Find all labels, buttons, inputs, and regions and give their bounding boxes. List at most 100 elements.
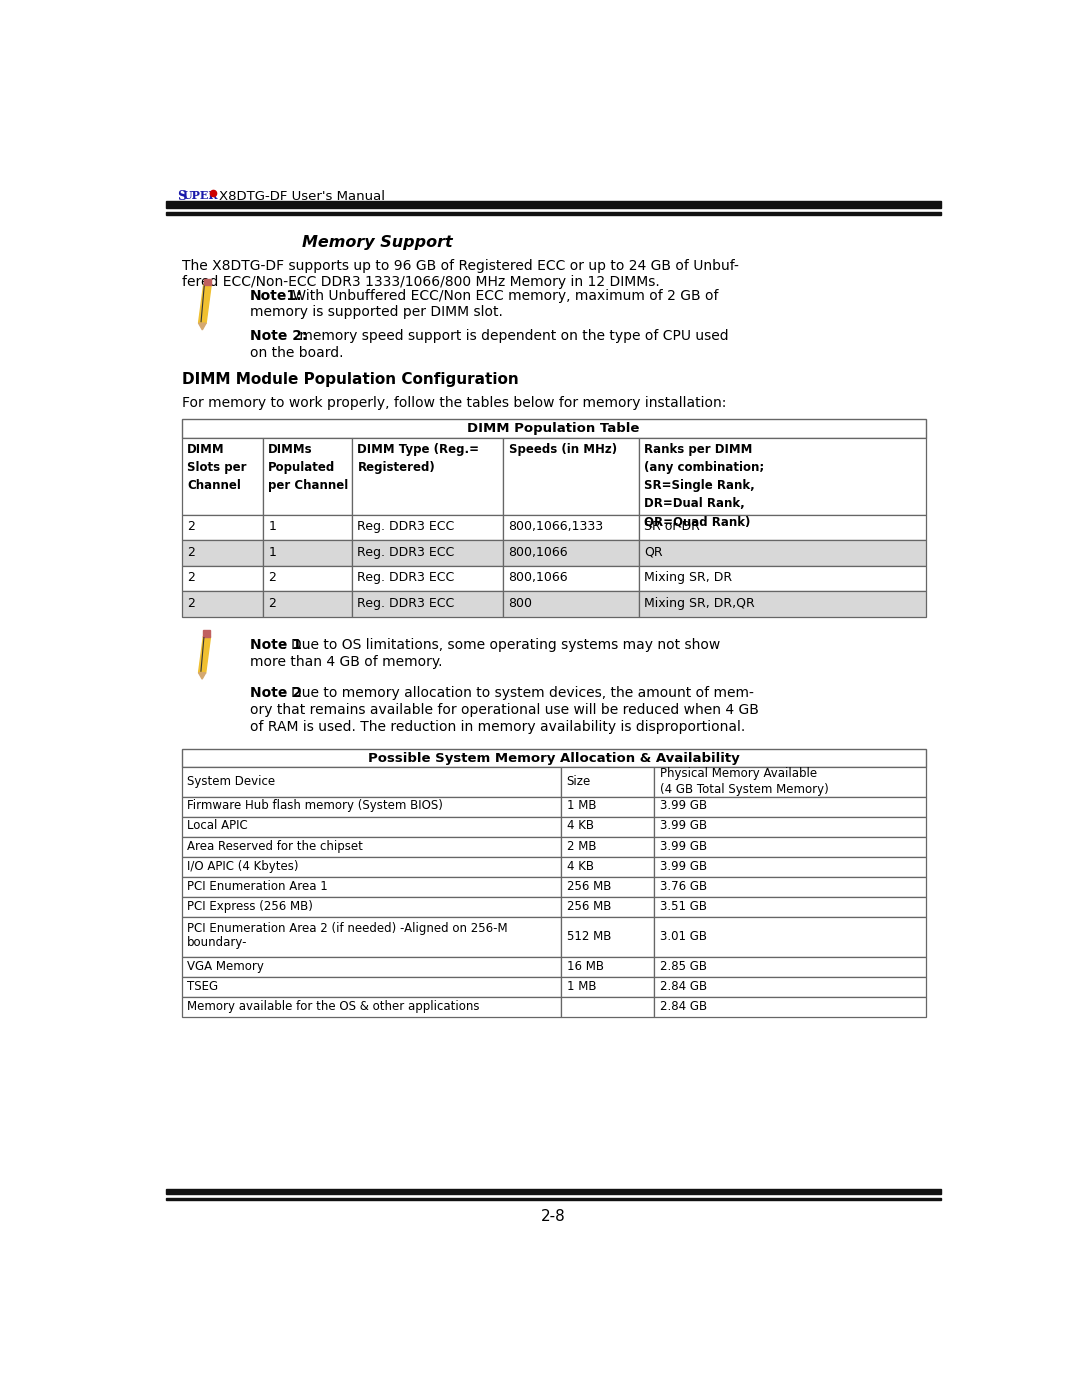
Text: 4 KB: 4 KB — [567, 859, 594, 873]
Text: 512 MB: 512 MB — [567, 929, 611, 943]
Bar — [352, 515, 503, 541]
Polygon shape — [199, 285, 211, 323]
Text: Reg. DDR3 ECC: Reg. DDR3 ECC — [357, 520, 455, 534]
Bar — [562, 916, 654, 957]
Text: boundary-: boundary- — [187, 936, 247, 949]
Text: 800: 800 — [509, 597, 532, 609]
Bar — [562, 767, 654, 796]
Bar — [562, 796, 654, 817]
Bar — [503, 437, 638, 515]
Text: 1 MB: 1 MB — [567, 799, 596, 813]
Text: System Device: System Device — [187, 775, 275, 788]
Text: memory speed support is dependent on the type of CPU used: memory speed support is dependent on the… — [295, 328, 728, 342]
Text: SR or DR: SR or DR — [644, 520, 700, 534]
Text: S: S — [177, 190, 187, 203]
Bar — [166, 201, 941, 208]
Text: memory is supported per DIMM slot.: memory is supported per DIMM slot. — [249, 306, 502, 320]
Bar — [181, 837, 562, 856]
Text: Ranks per DIMM
(any combination;
SR=Single Rank,
DR=Dual Rank,
QR=Quad Rank): Ranks per DIMM (any combination; SR=Sing… — [644, 443, 765, 528]
Text: 800,1066: 800,1066 — [509, 571, 568, 584]
Text: 800,1066,1333: 800,1066,1333 — [509, 520, 604, 534]
Bar — [638, 566, 926, 591]
Text: Physical Memory Available
(4 GB Total System Memory): Physical Memory Available (4 GB Total Sy… — [660, 767, 828, 796]
Text: fered ECC/Non-ECC DDR3 1333/1066/800 MHz Memory in 12 DIMMs.: fered ECC/Non-ECC DDR3 1333/1066/800 MHz… — [181, 275, 659, 289]
Bar — [503, 591, 638, 616]
Text: Mixing SR, DR,QR: Mixing SR, DR,QR — [644, 597, 755, 609]
Bar — [262, 515, 352, 541]
Bar — [562, 856, 654, 877]
Bar — [654, 957, 926, 977]
Polygon shape — [203, 630, 211, 637]
Bar — [562, 997, 654, 1017]
Bar — [654, 877, 926, 897]
Text: VGA Memory: VGA Memory — [187, 960, 264, 972]
Bar — [352, 591, 503, 616]
Bar — [654, 817, 926, 837]
Text: Reg. DDR3 ECC: Reg. DDR3 ECC — [357, 597, 455, 609]
Text: 1 MB: 1 MB — [567, 979, 596, 993]
Bar — [181, 591, 262, 616]
Bar — [352, 437, 503, 515]
Text: 2: 2 — [187, 571, 194, 584]
Polygon shape — [199, 323, 206, 330]
Text: Possible System Memory Allocation & Availability: Possible System Memory Allocation & Avai… — [367, 752, 740, 764]
Text: With Unbuffered ECC/Non ECC memory, maximum of 2 GB of: With Unbuffered ECC/Non ECC memory, maxi… — [288, 289, 719, 303]
Text: ory that remains available for operational use will be reduced when 4 GB: ory that remains available for operation… — [249, 703, 758, 717]
Bar — [166, 212, 941, 215]
Text: 3.99 GB: 3.99 GB — [660, 799, 706, 813]
Text: : Due to OS limitations, some operating systems may not show: : Due to OS limitations, some operating … — [282, 638, 720, 652]
Bar — [562, 877, 654, 897]
Text: 2.84 GB: 2.84 GB — [660, 979, 706, 993]
Bar — [654, 767, 926, 796]
Text: Note 2:: Note 2: — [249, 328, 307, 342]
Bar — [638, 541, 926, 566]
Bar — [638, 591, 926, 616]
Bar — [181, 566, 262, 591]
Text: 2-8: 2-8 — [541, 1210, 566, 1224]
Text: DIMM Module Population Configuration: DIMM Module Population Configuration — [181, 372, 518, 387]
Text: 3.01 GB: 3.01 GB — [660, 929, 706, 943]
Text: PCI Enumeration Area 2 (if needed) -Aligned on 256-M: PCI Enumeration Area 2 (if needed) -Alig… — [187, 922, 508, 935]
Polygon shape — [204, 278, 211, 285]
Text: on the board.: on the board. — [249, 345, 343, 359]
Text: DIMM
Slots per
Channel: DIMM Slots per Channel — [187, 443, 246, 492]
Text: 800,1066: 800,1066 — [509, 546, 568, 559]
Text: TSEG: TSEG — [187, 979, 218, 993]
Text: Mixing SR, DR: Mixing SR, DR — [644, 571, 732, 584]
Polygon shape — [199, 673, 205, 679]
Bar — [262, 541, 352, 566]
Text: 2: 2 — [187, 546, 194, 559]
Bar — [638, 437, 926, 515]
Text: 2: 2 — [187, 520, 194, 534]
Text: more than 4 GB of memory.: more than 4 GB of memory. — [249, 655, 442, 669]
Text: The X8DTG-DF supports up to 96 GB of Registered ECC or up to 24 GB of Unbuf-: The X8DTG-DF supports up to 96 GB of Reg… — [181, 260, 739, 274]
Text: 1: 1 — [268, 546, 276, 559]
Text: 4 KB: 4 KB — [567, 820, 594, 833]
Text: PCI Express (256 MB): PCI Express (256 MB) — [187, 900, 313, 912]
Text: 2.85 GB: 2.85 GB — [660, 960, 706, 972]
Bar — [166, 1189, 941, 1194]
Text: UPER: UPER — [183, 190, 218, 201]
Text: QR: QR — [644, 546, 663, 559]
Bar — [181, 796, 562, 817]
Text: Note 2: Note 2 — [249, 686, 301, 700]
Text: Size: Size — [567, 775, 591, 788]
Bar — [503, 541, 638, 566]
Text: 3.76 GB: 3.76 GB — [660, 880, 706, 893]
Bar — [181, 817, 562, 837]
Text: 1: 1 — [268, 520, 276, 534]
Text: 2: 2 — [268, 571, 276, 584]
Text: Local APIC: Local APIC — [187, 820, 247, 833]
Text: 256 MB: 256 MB — [567, 900, 611, 912]
Bar — [654, 796, 926, 817]
Text: of RAM is used. The reduction in memory availability is disproportional.: of RAM is used. The reduction in memory … — [249, 719, 745, 733]
Text: 3.51 GB: 3.51 GB — [660, 900, 706, 912]
Bar — [181, 916, 562, 957]
Bar — [166, 1197, 941, 1200]
Bar — [654, 856, 926, 877]
Bar — [562, 817, 654, 837]
Text: 2.84 GB: 2.84 GB — [660, 1000, 706, 1013]
Text: Speeds (in MHz): Speeds (in MHz) — [509, 443, 617, 457]
Bar — [181, 957, 562, 977]
Bar — [654, 977, 926, 997]
